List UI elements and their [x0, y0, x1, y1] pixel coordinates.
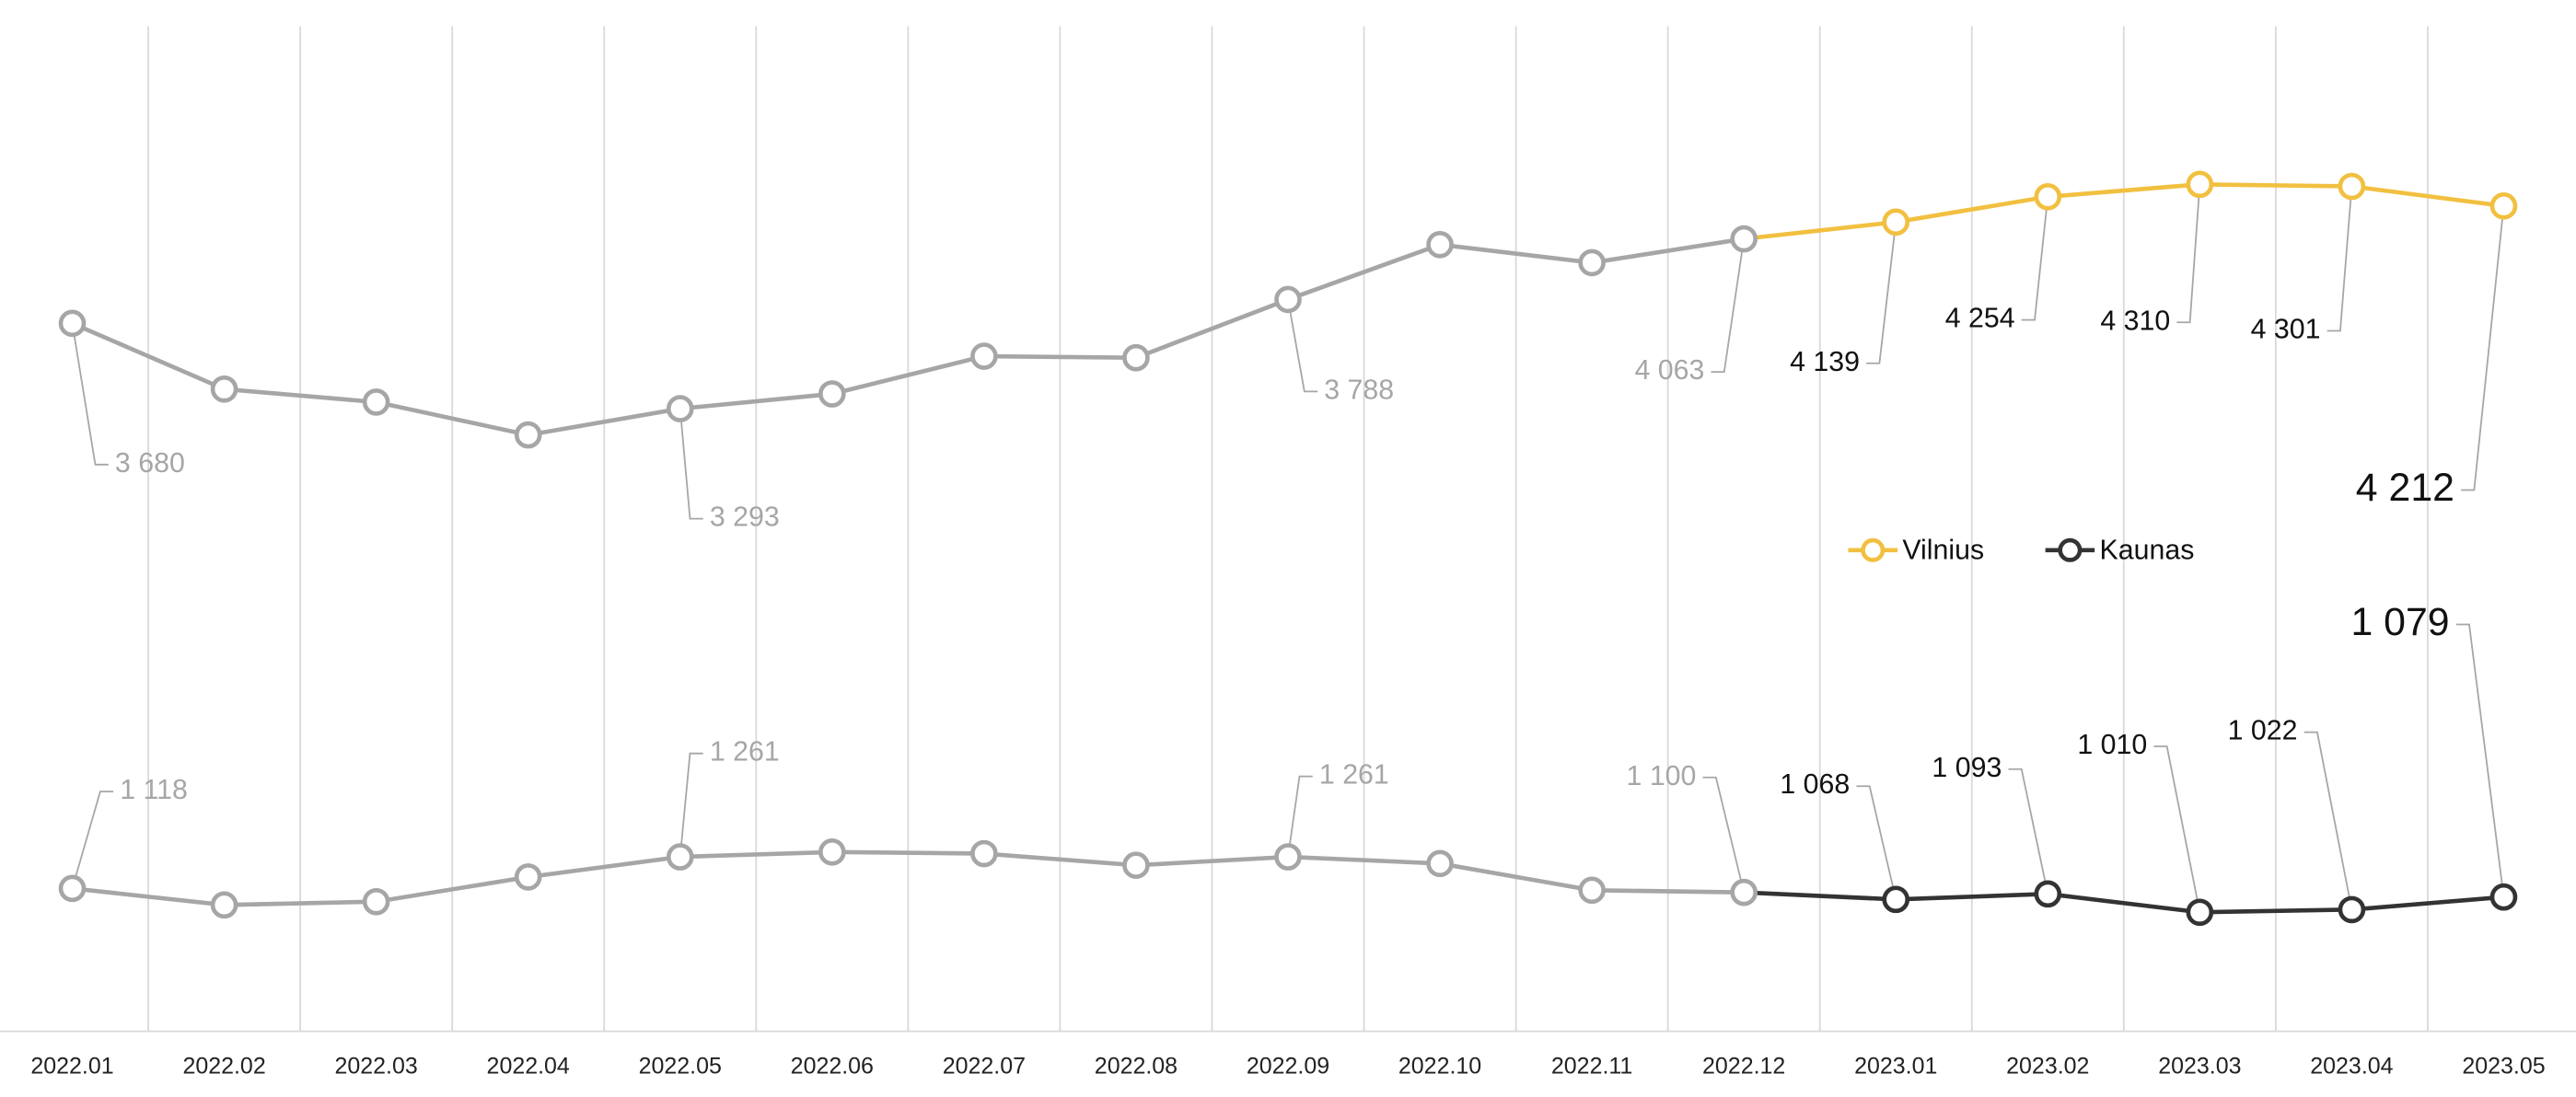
data-label: 1 093 [1932, 753, 2002, 783]
x-tick-label: 2022.10 [1398, 1053, 1481, 1079]
leader-line [2455, 623, 2505, 897]
data-point [2489, 192, 2518, 220]
data-point [210, 375, 238, 403]
data-point [2186, 170, 2214, 199]
data-point [1274, 285, 1302, 314]
leader-line [1866, 222, 1897, 364]
data-point [2489, 883, 2518, 911]
data-label: 1 079 [2350, 600, 2449, 644]
line-highlight [1744, 890, 2504, 915]
data-label: 1 261 [710, 737, 780, 768]
x-tick-label: 2022.08 [1095, 1053, 1178, 1079]
data-point [1426, 230, 1454, 259]
data-label: 1 068 [1780, 769, 1850, 800]
leader-line [1702, 776, 1746, 893]
data-point [1578, 248, 1606, 277]
data-point [2186, 898, 2214, 927]
data-label: 4 254 [1945, 304, 2015, 334]
x-tick-label: 2022.07 [943, 1053, 1026, 1079]
data-point [970, 839, 998, 868]
line-highlight [1743, 182, 2504, 241]
x-tick-label: 2023.03 [2158, 1053, 2241, 1079]
leader-line [2008, 768, 2049, 895]
data-point [1426, 849, 1454, 878]
data-point [2338, 895, 2366, 924]
x-tick-label: 2022.12 [1702, 1053, 1785, 1079]
data-point [818, 838, 846, 866]
x-tick-label: 2022.06 [791, 1053, 874, 1079]
leader-line [2176, 184, 2201, 324]
data-label: 1 022 [2228, 716, 2298, 746]
x-tick-label: 2023.01 [1854, 1053, 1937, 1079]
x-tick-label: 2022.03 [335, 1053, 418, 1079]
leader-line [679, 752, 703, 858]
leader-line [1287, 775, 1313, 858]
data-label: 4 063 [1634, 355, 1704, 386]
data-point [1882, 208, 1910, 237]
x-tick-label: 2023.05 [2462, 1053, 2545, 1079]
data-point [1730, 225, 1758, 253]
data-label: 4 212 [2356, 466, 2454, 510]
x-tick-label: 2022.11 [1551, 1053, 1632, 1079]
leader-line [1711, 238, 1746, 373]
data-label: 4 310 [2100, 306, 2170, 336]
legend-marker [2058, 537, 2083, 562]
data-point [58, 309, 87, 338]
data-point [58, 874, 87, 903]
data-label: 4 301 [2251, 315, 2321, 345]
data-point [818, 380, 846, 408]
legend-label: Vilnius [1902, 536, 1984, 566]
x-tick-label: 2023.04 [2310, 1053, 2393, 1079]
data-label: 3 680 [115, 448, 185, 479]
data-label: 1 261 [1319, 760, 1389, 791]
data-point [2338, 172, 2366, 201]
x-tick-label: 2022.02 [182, 1053, 265, 1079]
data-point [514, 863, 542, 891]
leader-line [2303, 731, 2353, 910]
data-point [362, 388, 390, 416]
leader-line [2327, 186, 2353, 332]
leader-line [2461, 205, 2505, 491]
data-point [1274, 843, 1302, 871]
leader-line [679, 409, 703, 520]
leader-line [1287, 299, 1318, 393]
data-point [1122, 851, 1150, 880]
legend-label: Kaunas [2100, 536, 2195, 566]
leader-line [71, 791, 114, 889]
x-tick-label: 2022.05 [639, 1053, 722, 1079]
data-point [1578, 876, 1606, 905]
leader-line [2021, 196, 2049, 321]
data-point [210, 891, 238, 919]
data-label: 3 293 [710, 502, 780, 533]
line-muted [72, 849, 1745, 907]
leader-line [71, 323, 109, 466]
x-tick-label: 2022.04 [487, 1053, 570, 1079]
data-label: 1 118 [120, 775, 188, 805]
data-label: 1 010 [2077, 730, 2147, 760]
data-point [362, 887, 390, 916]
data-label: 4 139 [1790, 347, 1860, 377]
data-point [514, 421, 542, 449]
data-label: 3 788 [1324, 375, 1394, 405]
data-point [2034, 182, 2062, 211]
data-point [1122, 343, 1150, 372]
x-tick-label: 2022.09 [1247, 1053, 1329, 1079]
line-muted [71, 237, 1745, 437]
data-point [1730, 878, 1758, 906]
x-tick-label: 2023.02 [2006, 1053, 2089, 1079]
data-label: 1 100 [1627, 761, 1697, 791]
leader-line [1856, 785, 1897, 900]
data-point [1882, 885, 1910, 914]
leader-line [2153, 745, 2201, 913]
x-tick-label: 2022.01 [30, 1053, 113, 1079]
data-point [2034, 880, 2062, 908]
data-point [666, 843, 694, 871]
data-point [666, 395, 694, 422]
legend-marker [1861, 537, 1886, 562]
data-point [970, 342, 998, 370]
